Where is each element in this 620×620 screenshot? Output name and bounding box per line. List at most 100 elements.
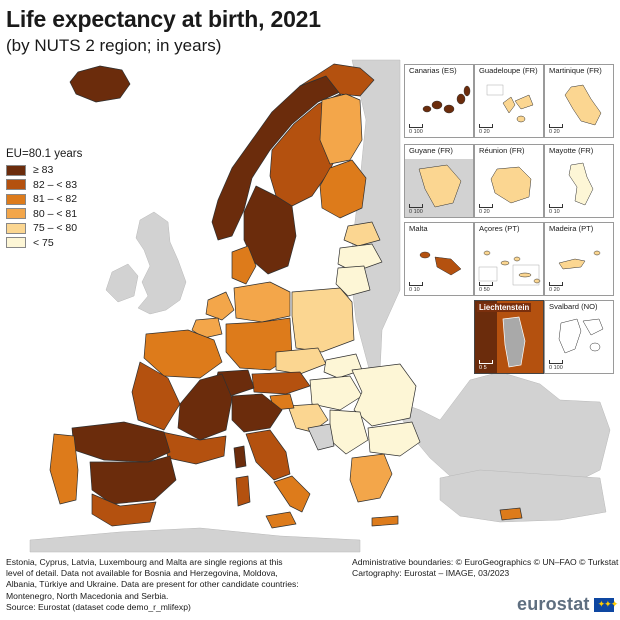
cartography-credit: Cartography: Eurostat – IMAGE, 03/2023	[352, 568, 510, 579]
region-sardinia	[235, 475, 251, 507]
legend-swatch	[6, 237, 26, 249]
inset-mayotte: Mayotte (FR) 0 10	[544, 144, 614, 218]
legend-label: 80 – < 81	[33, 207, 78, 220]
legend-label: 81 – < 82	[33, 193, 78, 206]
inset-guadeloupe-map	[486, 84, 534, 123]
region-finland-south	[319, 159, 367, 219]
legend-item: 81 – < 82	[6, 192, 82, 207]
region-france-west	[131, 361, 181, 431]
region-czechia	[275, 347, 327, 375]
inset-guyane-map	[405, 159, 473, 217]
inset-reunion: Réunion (FR) 0 20	[474, 144, 544, 218]
bosnia-no-data	[307, 423, 335, 451]
footnote-line: level of detail. Data not available for …	[6, 568, 278, 579]
scale-bar: 0 10	[409, 282, 423, 293]
inset-title: Canarias (ES)	[407, 66, 459, 75]
region-spain-north	[71, 421, 171, 463]
legend-item: < 75	[6, 236, 82, 251]
region-sicily	[265, 511, 297, 529]
inset-madeira-map	[558, 250, 601, 270]
inset-acores: Açores (PT) 0 50	[474, 222, 544, 296]
scale-bar: 0 10	[549, 204, 563, 215]
source-line: Source: Eurostat (dataset code demo_r_ml…	[6, 601, 191, 612]
turkey-landmass	[439, 469, 607, 523]
legend-swatch	[6, 193, 26, 205]
scale-bar: 0 100	[409, 204, 423, 215]
region-cyprus	[499, 507, 523, 521]
legend-item: ≥ 83	[6, 163, 82, 178]
footnote-line: Estonia, Cyprus, Latvia, Luxembourg and …	[6, 557, 283, 567]
region-italy-north	[231, 393, 283, 433]
scale-bar: 0 100	[549, 360, 563, 371]
scale-bar: 0 50	[479, 282, 493, 293]
inset-martinique-map	[564, 84, 602, 126]
inset-malta-map	[419, 251, 462, 276]
map-title: Life expectancy at birth, 2021	[6, 6, 321, 32]
credits: Administrative boundaries: © EuroGeograp…	[352, 557, 618, 579]
region-spain-south	[91, 493, 157, 527]
inset-title: Guyane (FR)	[407, 146, 455, 155]
region-poland	[291, 287, 355, 353]
scale-bar: 0 5	[479, 360, 493, 371]
legend-swatch	[6, 222, 26, 234]
eurostat-logo: eurostat ✦✦✦	[517, 594, 618, 615]
eurostat-wordmark: eurostat	[517, 594, 590, 614]
legend-swatch	[6, 208, 26, 220]
inset-svalbard: Svalbard (NO) 0 100	[544, 300, 614, 374]
region-norway-west	[211, 75, 341, 241]
inset-title: Martinique (FR)	[547, 66, 604, 75]
region-estonia	[343, 221, 381, 247]
region-romania	[351, 363, 417, 427]
uk-landmass	[135, 211, 187, 315]
inset-mayotte-map	[568, 162, 594, 206]
legend-swatch	[6, 164, 26, 176]
inset-title: Svalbard (NO)	[547, 302, 600, 311]
footnote: Estonia, Cyprus, Latvia, Luxembourg and …	[6, 557, 346, 613]
eu-flag-icon: ✦✦✦	[593, 597, 618, 612]
inset-reunion-map	[490, 166, 532, 204]
inset-title: Açores (PT)	[477, 224, 522, 233]
legend-item: 75 – < 80	[6, 221, 82, 236]
boundaries-credit: Administrative boundaries: © EuroGeograp…	[352, 557, 619, 567]
region-portugal	[49, 433, 79, 505]
inset-title: Malta	[407, 224, 430, 233]
inset-canarias: Canarias (ES) 0 100	[404, 64, 474, 138]
region-bulgaria	[367, 421, 421, 457]
scale-bar: 0 20	[549, 124, 563, 135]
scale-bar: 0 20	[479, 204, 493, 215]
inset-canarias-map	[422, 85, 471, 114]
scale-bar: 0 20	[549, 282, 563, 293]
region-hungary	[309, 375, 363, 411]
region-italy-centre	[245, 429, 291, 481]
region-crete	[371, 515, 399, 527]
map-legend: EU=80.1 years ≥ 83 82 – < 83 81 – < 82 8…	[6, 148, 82, 250]
inset-liechtenstein: Liechtenstein 0 5	[474, 300, 544, 374]
legend-label: 75 – < 80	[33, 222, 78, 235]
legend-label: 82 – < 83	[33, 178, 78, 191]
inset-title: Réunion (FR)	[477, 146, 527, 155]
map-subtitle: (by NUTS 2 region; in years)	[6, 36, 222, 55]
inset-madeira: Madeira (PT) 0 20	[544, 222, 614, 296]
scale-bar: 0 20	[479, 124, 493, 135]
legend-label: < 75	[33, 236, 54, 249]
inset-guadeloupe: Guadeloupe (FR) 0 20	[474, 64, 544, 138]
region-lithuania	[335, 265, 371, 297]
inset-title: Madeira (PT)	[547, 224, 596, 233]
legend-label: ≥ 83	[33, 164, 54, 177]
region-france-north	[143, 329, 223, 379]
region-france-east	[177, 373, 233, 441]
north-africa-landmass	[29, 527, 361, 553]
region-netherlands	[205, 291, 235, 321]
scale-bar: 0 100	[409, 124, 423, 135]
inset-liechtenstein-map	[475, 301, 543, 373]
region-finland-north	[319, 93, 363, 165]
region-greece	[349, 453, 393, 503]
region-belgium	[191, 317, 223, 339]
region-spain-centre	[89, 455, 177, 505]
region-norway-north	[299, 63, 375, 97]
region-latvia	[337, 243, 383, 273]
region-austria	[251, 371, 311, 395]
inset-svalbard-map	[558, 318, 604, 354]
legend-title: EU=80.1 years	[6, 148, 83, 160]
